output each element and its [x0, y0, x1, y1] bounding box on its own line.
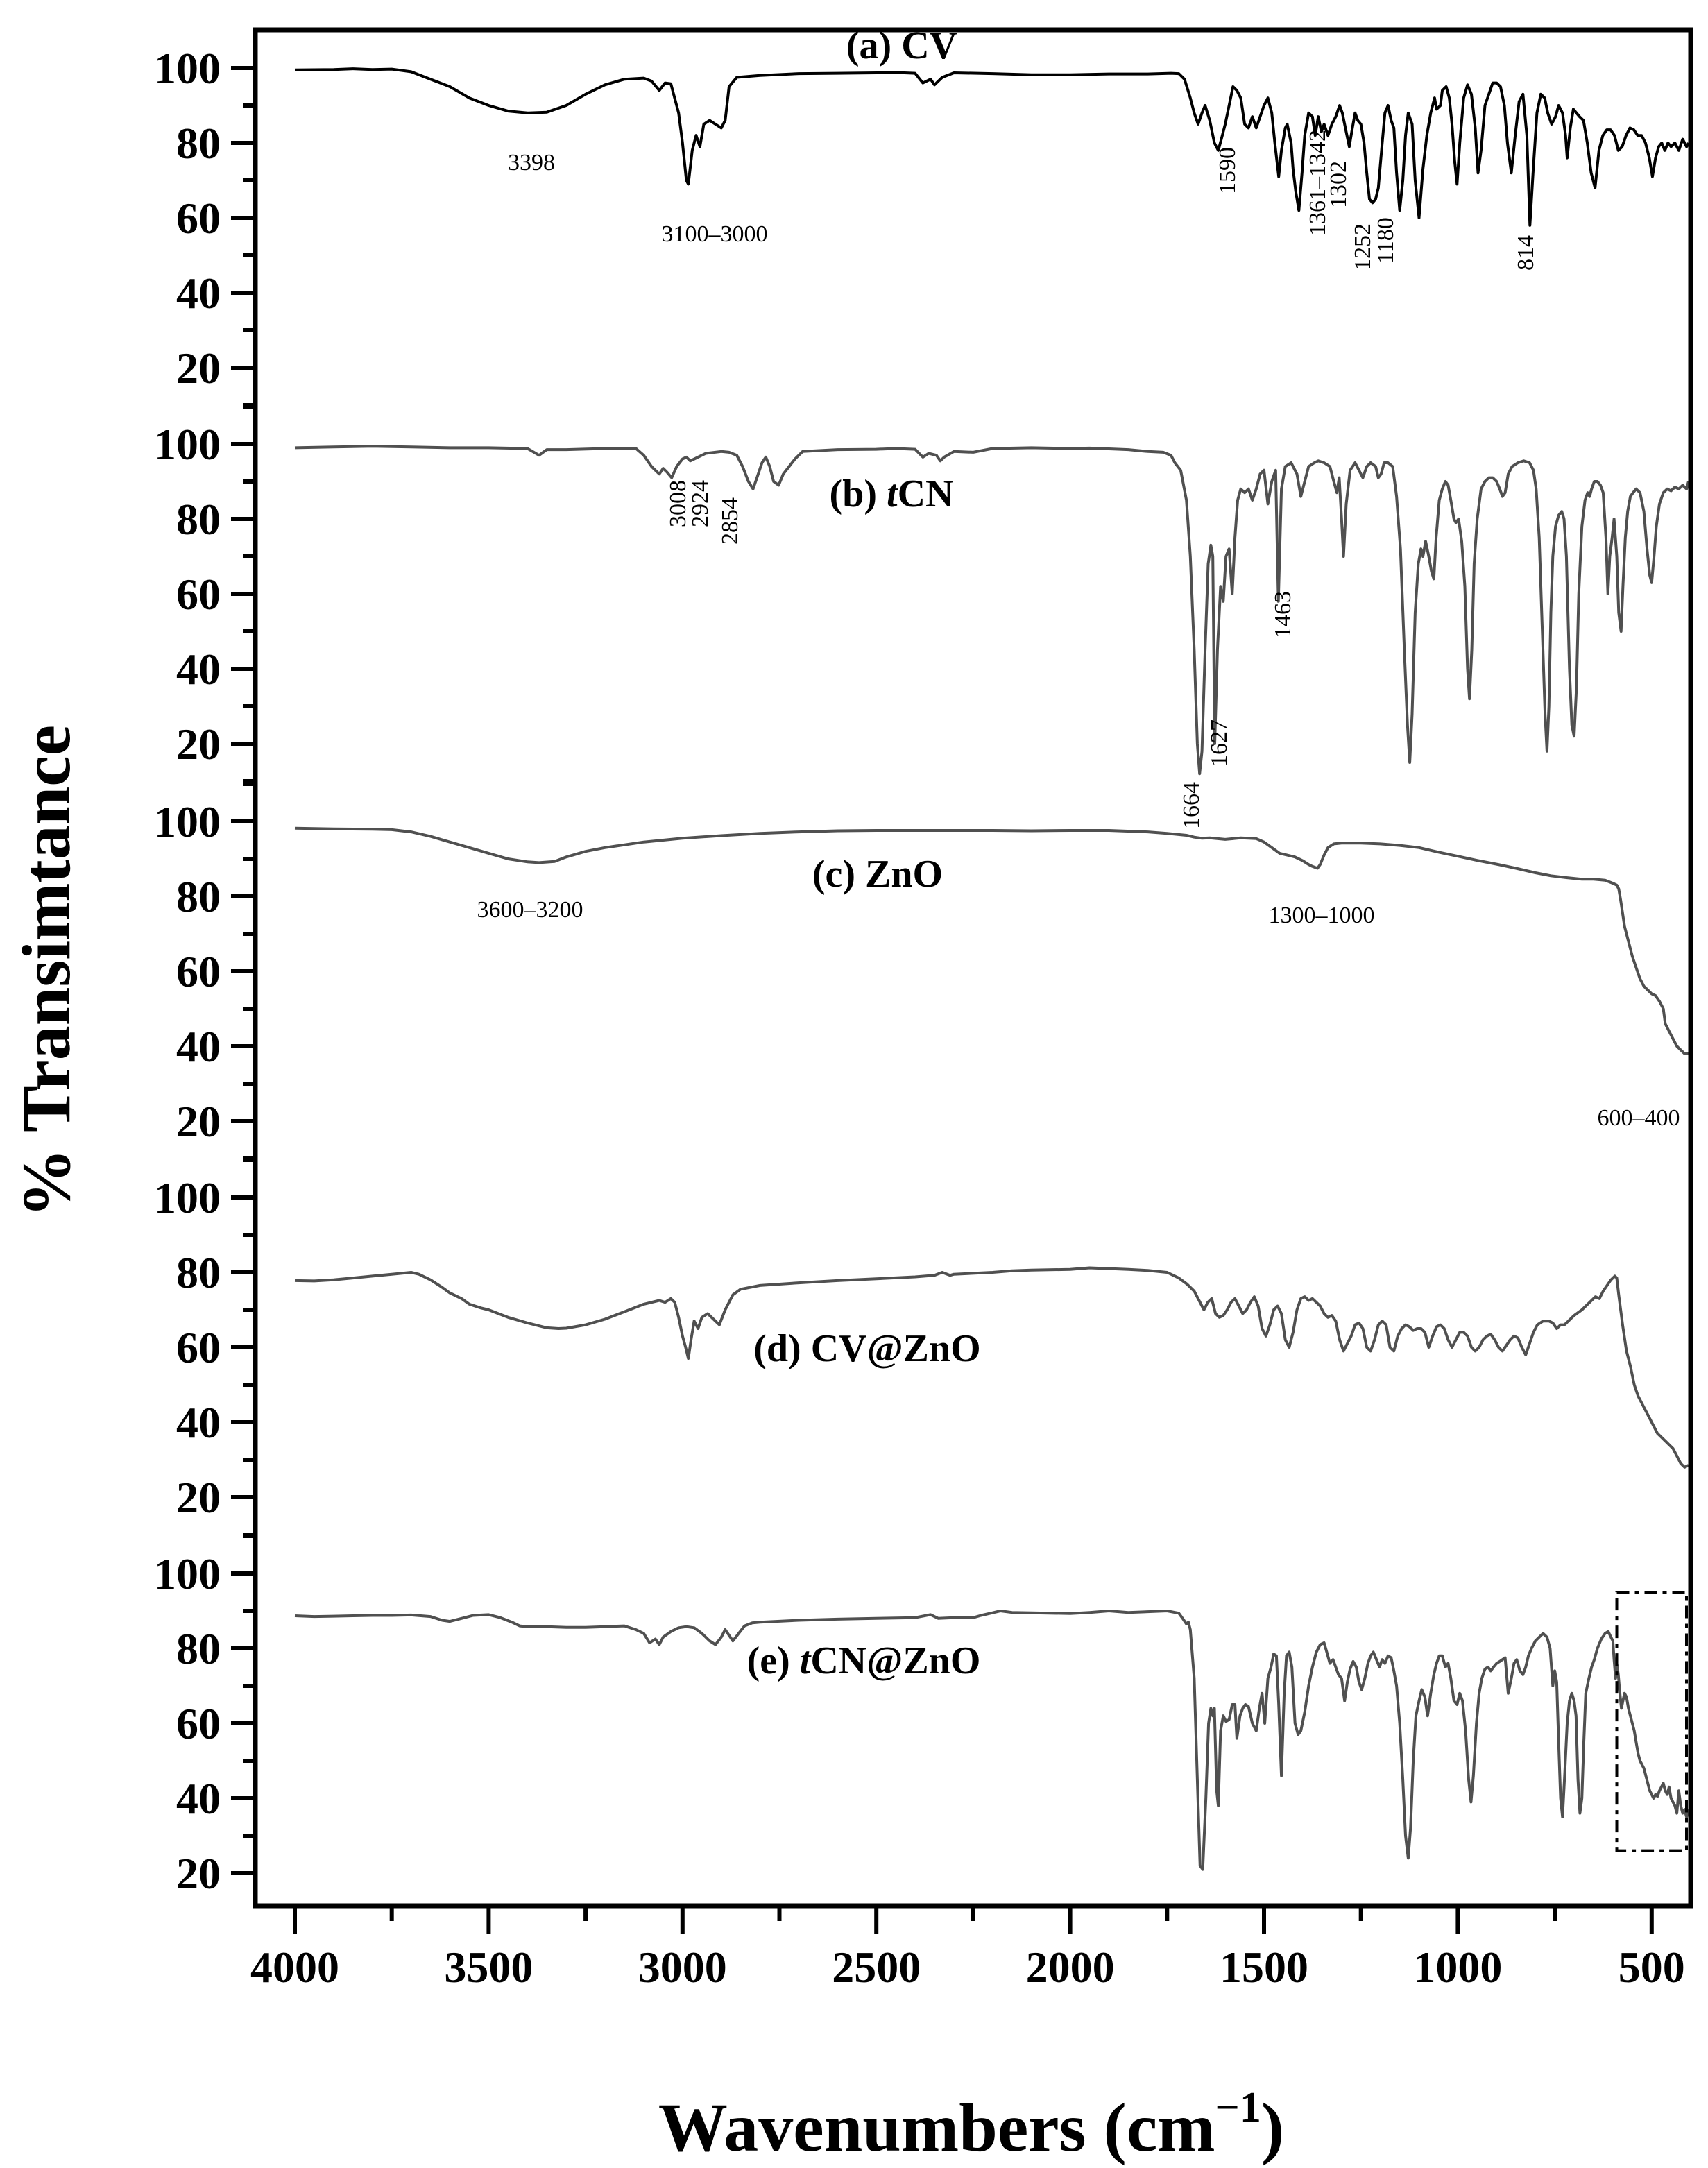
peak-annotation: 1463	[1270, 591, 1296, 638]
x-tick-label: 2500	[832, 1943, 921, 1992]
axes: 4000 3500 3000 2500 2000 1500 1000 500 100 80 60 40…	[154, 27, 1693, 1992]
peak-annotation: 1361–1342	[1305, 130, 1331, 236]
x-axis-title: Wavenumbers (cm−1)	[658, 2084, 1284, 2166]
y-tick-label: 100	[154, 797, 221, 846]
peak-annotation: 1180	[1373, 217, 1399, 264]
spectrum-line-d	[294, 1266, 1689, 1469]
y-tick-label: 20	[176, 1473, 221, 1522]
x-tick-label: 500	[1619, 1943, 1685, 1992]
y-tick-label: 80	[176, 1624, 221, 1673]
y-tick-label: 20	[176, 1849, 221, 1898]
y-tick-label: 60	[176, 570, 221, 619]
x-tick-label: 1500	[1220, 1943, 1308, 1992]
spectrum-line-a	[294, 67, 1690, 227]
peak-annotation: 3008	[665, 480, 691, 527]
y-tick-label: 80	[176, 119, 221, 168]
y-tick-label: 100	[154, 420, 221, 469]
plot-frame	[253, 27, 1693, 1909]
x-tick-label: 3500	[444, 1943, 533, 1992]
panel-labels: (a) CV(b) tCN(c) ZnO(d) CV@ZnO(e) tCN@Zn…	[747, 24, 981, 1682]
y-tick-label: 80	[176, 495, 221, 544]
y-tick-label: 20	[176, 343, 221, 393]
x-tick-label: 3000	[638, 1943, 727, 1992]
y-tick-label: 40	[176, 268, 221, 318]
spectrum-line-b	[294, 445, 1690, 776]
peak-annotation: 600–400	[1598, 1105, 1680, 1131]
peak-annotation: 1590	[1215, 147, 1240, 194]
y-tick-label: 20	[176, 719, 221, 769]
peak-annotation: 3100–3000	[662, 221, 768, 247]
highlight-box	[1615, 1591, 1689, 1852]
y-tick-label: 20	[176, 1097, 221, 1146]
y-tick-label: 40	[176, 1022, 221, 1071]
peak-annotation: 1252	[1350, 223, 1376, 271]
y-tick-label: 80	[176, 1248, 221, 1297]
x-tick-label: 1000	[1413, 1943, 1502, 1992]
y-tick-label: 100	[154, 1549, 221, 1598]
y-axis-title: % Transimtance	[8, 725, 85, 1218]
y-tick-label: 60	[176, 1699, 221, 1748]
spectrum-line-c	[294, 826, 1689, 1055]
peak-annotation: 3398	[508, 150, 555, 176]
y-tick-label: 80	[176, 872, 221, 921]
y-tick-label: 60	[176, 947, 221, 996]
peak-annotation: 1627	[1206, 719, 1232, 767]
peak-annotation: 1302	[1326, 161, 1351, 208]
y-tick-label: 60	[176, 1323, 221, 1372]
x-tick-label: 2000	[1026, 1943, 1115, 1992]
y-tick-label: 60	[176, 194, 221, 243]
spectra-series	[294, 67, 1690, 1871]
panel-label-e: (e) tCN@ZnO	[747, 1639, 981, 1682]
y-tick-label: 100	[154, 1173, 221, 1222]
peak-annotation: 1664	[1179, 782, 1204, 829]
panel-label-c: (c) ZnO	[812, 853, 943, 896]
y-tick-label: 100	[154, 44, 221, 93]
peak-annotation: 2854	[717, 497, 743, 545]
panel-label-d: (d) CV@ZnO	[753, 1327, 980, 1370]
panel-label-b: (b) tCN	[830, 472, 954, 515]
highlight-box-rect	[1615, 1591, 1689, 1852]
x-axis-title-close: )	[1261, 2089, 1284, 2166]
peak-annotation: 3600–3200	[477, 897, 583, 923]
x-axis-title-sup: −1	[1215, 2084, 1261, 2131]
y-tick-label: 40	[176, 1774, 221, 1823]
peak-annotation: 1300–1000	[1269, 903, 1375, 928]
x-tick-label: 4000	[250, 1943, 339, 1992]
peak-annotation: 2924	[688, 480, 713, 527]
peak-annotation: 814	[1513, 235, 1539, 271]
spectrum-line-e	[294, 1610, 1690, 1871]
y-tick-label: 40	[176, 645, 221, 694]
x-axis-title-main: Wavenumbers (cm	[658, 2089, 1215, 2166]
y-tick-label: 40	[176, 1398, 221, 1447]
